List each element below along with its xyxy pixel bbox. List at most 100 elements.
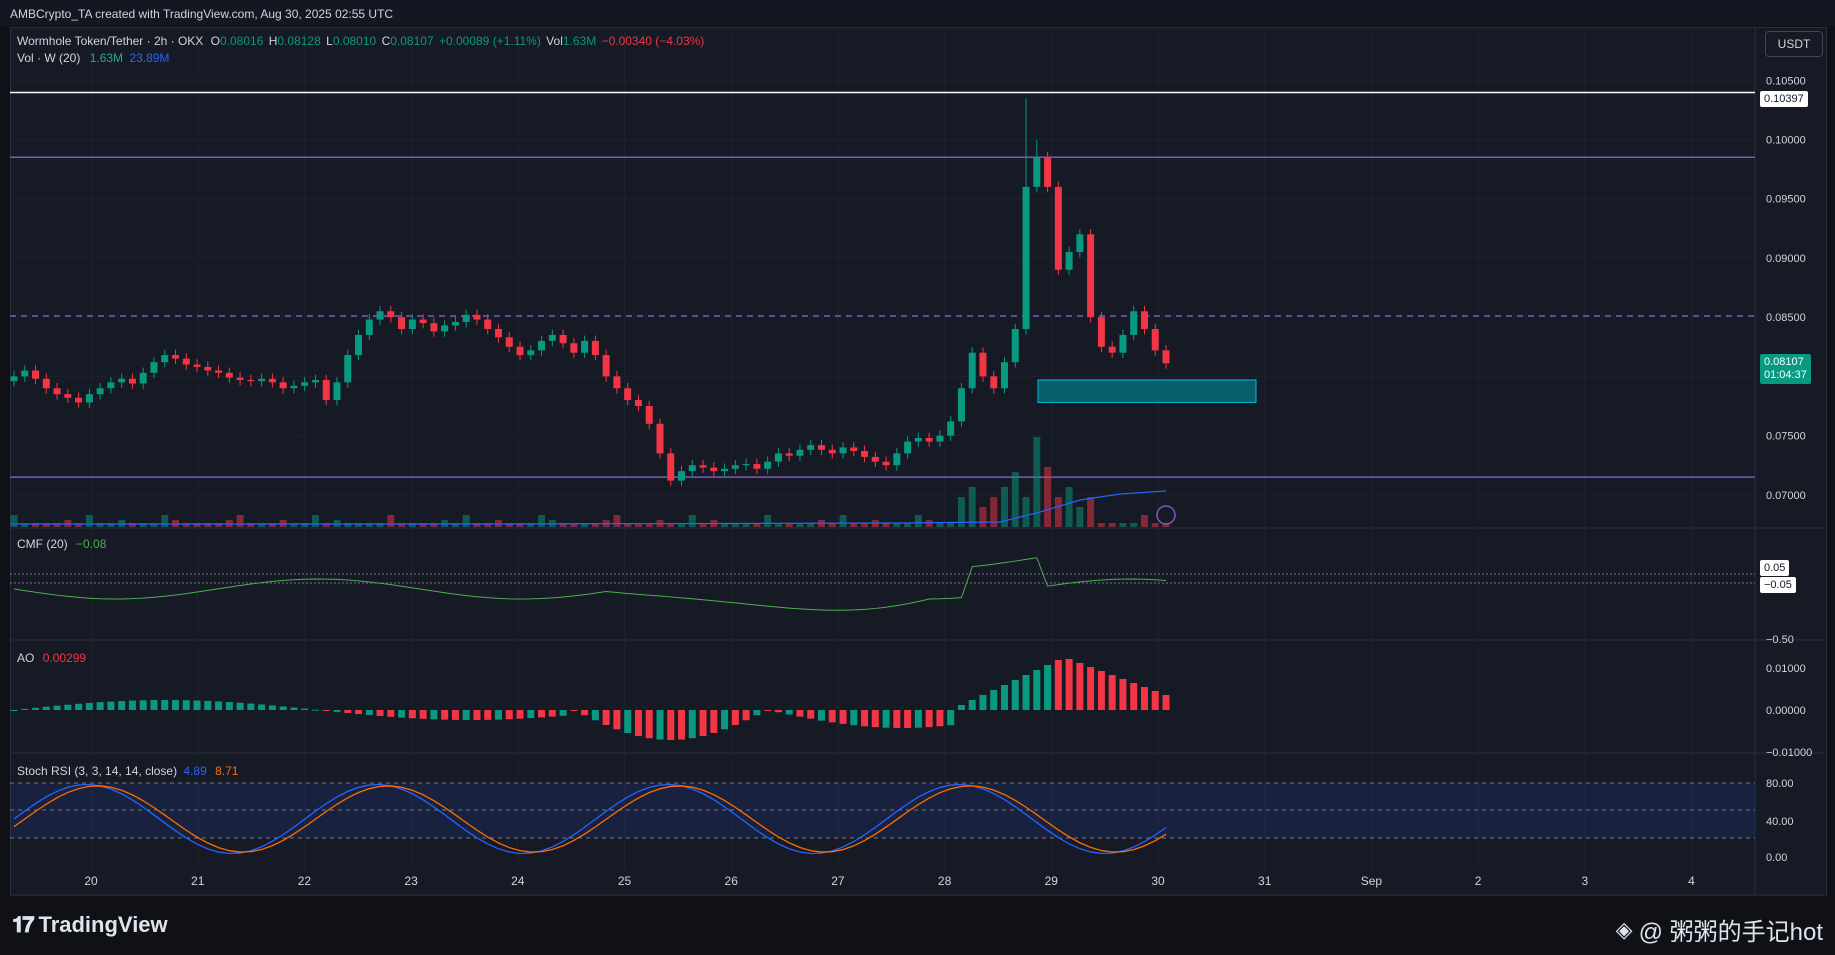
candle-body: [10, 376, 18, 382]
ao-bar: [408, 710, 416, 719]
ao-bar: [355, 710, 363, 715]
candle-body: [215, 370, 223, 373]
volume-bar: [1011, 472, 1019, 527]
candle-body: [1001, 362, 1009, 389]
volw-label[interactable]: Vol · W (20): [17, 51, 81, 65]
candle-body: [979, 352, 987, 377]
volume-bar: [96, 523, 104, 527]
candle-body: [1130, 311, 1138, 335]
time-tick-label: 24: [511, 874, 525, 888]
volume-bar: [53, 523, 61, 527]
ao-label[interactable]: AO: [17, 651, 35, 665]
ao-bar: [430, 710, 438, 720]
candle-body: [1065, 252, 1073, 270]
candle-body: [914, 437, 922, 442]
candle-body: [828, 449, 836, 454]
time-tick-label: 23: [404, 874, 418, 888]
volume-bar: [979, 507, 987, 527]
candle-body: [947, 421, 955, 436]
volume-bar: [947, 523, 955, 527]
candle-body: [1119, 334, 1127, 353]
vol-change-value: −0.00340 (−4.03%): [601, 34, 705, 48]
volume-bar: [128, 523, 136, 527]
volume-bar: [21, 523, 29, 527]
ao-bar: [516, 710, 524, 719]
ao-bar: [1119, 679, 1127, 710]
tradingview-logo[interactable]: 𝟏𝟕 TradingView: [12, 912, 168, 938]
volume-bar: [1151, 523, 1159, 527]
volume-bar: [731, 523, 739, 527]
last-price-label: 0.08107 01:04:37: [1760, 354, 1811, 384]
volume-bar: [807, 523, 815, 527]
volume-bar: [645, 523, 653, 527]
candle-body: [225, 372, 233, 378]
volume-bar: [893, 523, 901, 527]
candle-body: [581, 340, 589, 353]
volume-bar: [1108, 523, 1116, 527]
ao-bar: [796, 710, 804, 717]
cmf-label[interactable]: CMF (20): [17, 537, 68, 551]
ao-bar: [548, 710, 556, 717]
ao-bar: [688, 710, 696, 739]
candle-body: [645, 406, 653, 424]
ao-bar: [1054, 660, 1062, 710]
ao-bar: [807, 710, 815, 719]
countdown-value: 01:04:37: [1764, 369, 1807, 381]
watermark-text: @ 粥粥的手记hot: [1638, 919, 1823, 946]
ao-bar: [301, 708, 309, 710]
volume-bar: [861, 523, 869, 527]
candle-body: [538, 340, 546, 351]
chart-frame[interactable]: [10, 27, 1827, 897]
candle-body: [1151, 329, 1159, 351]
time-tick-label: 4: [1688, 874, 1695, 888]
ao-bar: [914, 710, 922, 728]
volume-bar: [365, 523, 373, 527]
ao-bar: [1087, 667, 1095, 710]
volume-bar: [990, 497, 998, 527]
symbol-title[interactable]: Wormhole Token/Tether · 2h · OKX: [17, 34, 204, 48]
candle-body: [484, 319, 492, 330]
currency-button[interactable]: USDT: [1765, 31, 1823, 57]
volume-bar: [290, 523, 298, 527]
stoch-label[interactable]: Stoch RSI (3, 3, 14, 14, close): [17, 764, 178, 778]
volume-bar: [1087, 497, 1095, 527]
candle-body: [64, 394, 72, 398]
candle-body: [807, 445, 815, 450]
ao-bar: [893, 710, 901, 728]
change-value: +0.00089 (+1.11%): [438, 34, 541, 48]
volume-bar: [678, 523, 686, 527]
low-label: L: [326, 34, 333, 48]
volume-bar: [796, 523, 804, 527]
ao-bar: [957, 705, 965, 710]
ao-bar: [204, 700, 212, 710]
candle-body: [139, 372, 147, 384]
ao-bar: [75, 703, 83, 710]
volume-bar: [1162, 523, 1170, 527]
stoch-tick-label: 0.00: [1766, 852, 1787, 864]
volume-bar: [42, 523, 50, 527]
ao-bar: [968, 700, 976, 710]
ao-tick-label: 0.00000: [1766, 705, 1806, 717]
candle-body: [656, 423, 664, 454]
ao-value: 0.00299: [42, 651, 87, 665]
price-tick-label: 0.10000: [1766, 135, 1806, 147]
time-tick-label: 27: [831, 874, 845, 888]
ao-legend: AO 0.00299: [17, 651, 86, 665]
ao-bar: [925, 710, 933, 728]
candle-body: [462, 314, 470, 322]
candle-body: [516, 346, 524, 356]
candle-body: [624, 388, 632, 401]
candle-body: [785, 453, 793, 456]
ao-bar: [861, 710, 869, 727]
candle-body: [204, 366, 212, 371]
volume-bar: [904, 523, 912, 527]
ao-bar: [344, 710, 352, 713]
volume-bar: [839, 515, 847, 527]
volume-bar: [10, 515, 18, 527]
candle-body: [430, 323, 438, 332]
volume-bar: [774, 523, 782, 527]
candle-body: [408, 319, 416, 330]
volume-bar: [215, 523, 223, 527]
candle-body: [678, 471, 686, 481]
